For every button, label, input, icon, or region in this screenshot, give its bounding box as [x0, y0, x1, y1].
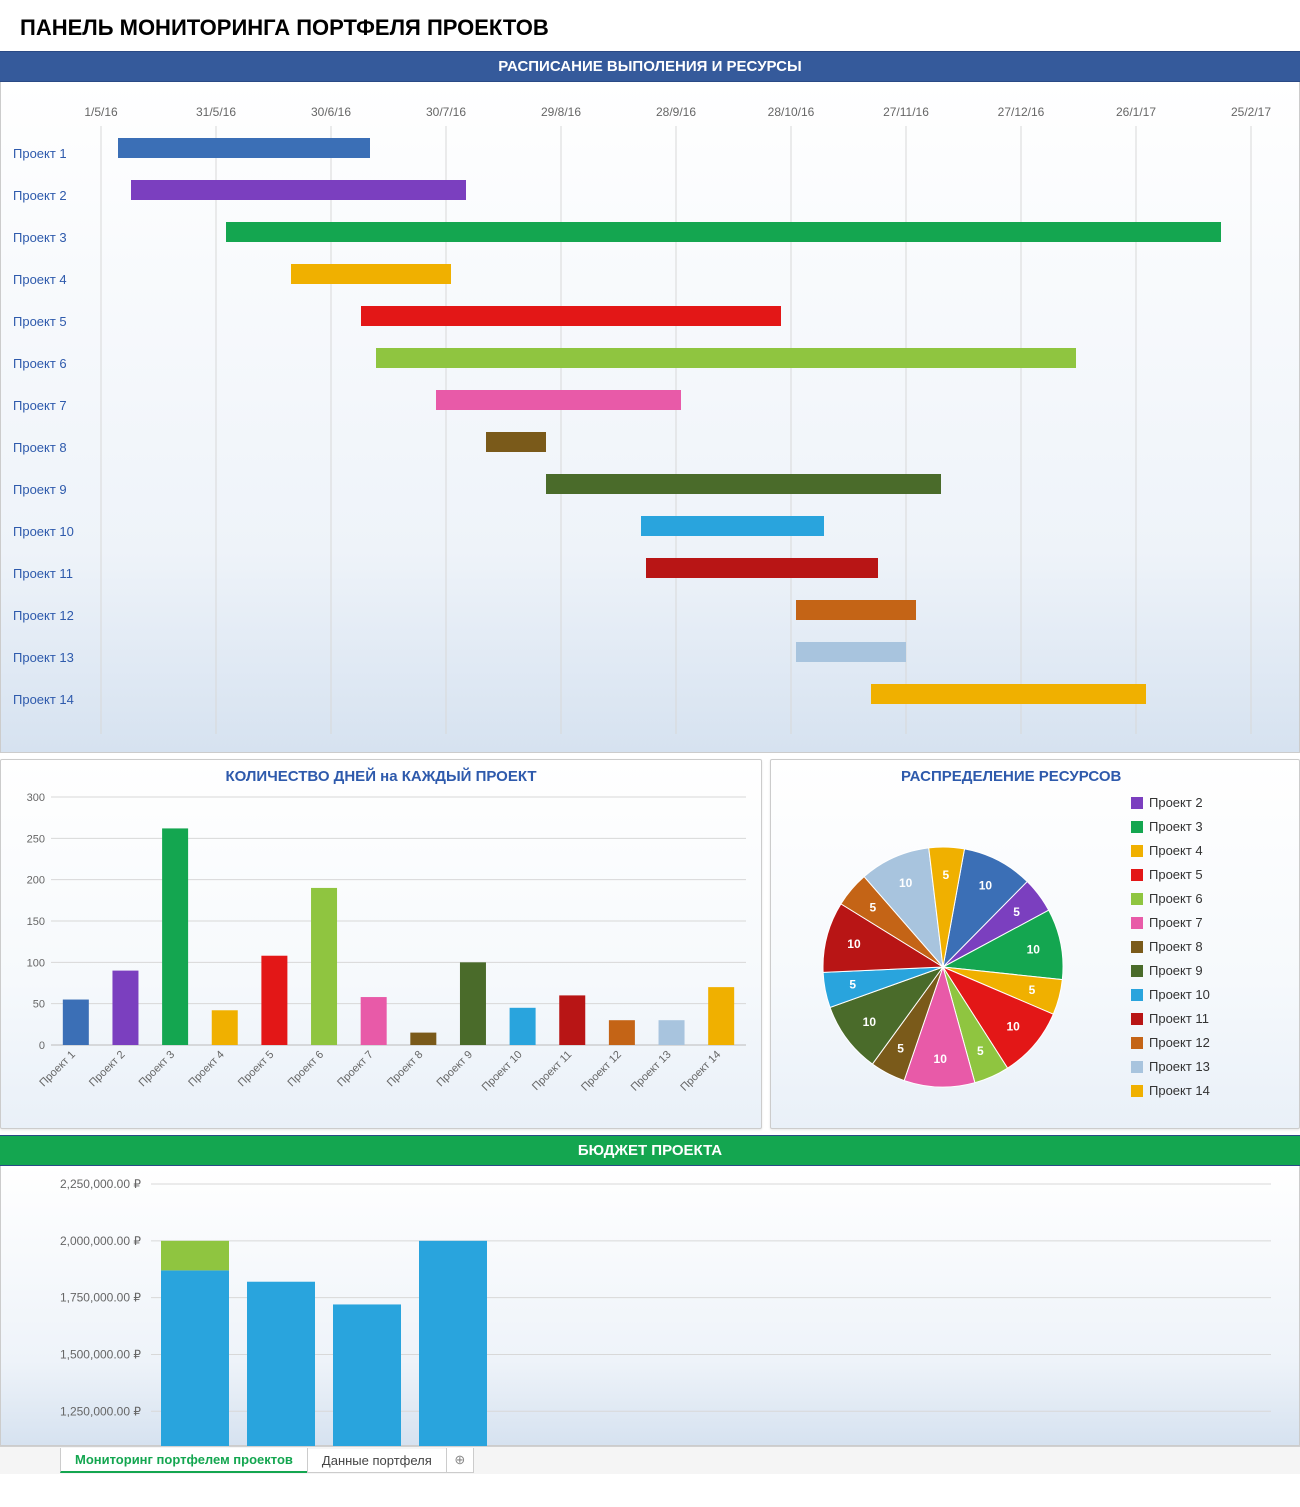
svg-text:Проект 14: Проект 14 — [678, 1049, 723, 1094]
schedule-section-header: РАСПИСАНИЕ ВЫПОЛЕНИЯ И РЕСУРСЫ — [0, 51, 1300, 82]
svg-text:Проект 5: Проект 5 — [236, 1049, 277, 1090]
svg-text:1/5/16: 1/5/16 — [84, 105, 118, 119]
sheet-tabs: Мониторинг портфелем проектов Данные пор… — [0, 1446, 1300, 1474]
svg-text:Проект 2: Проект 2 — [13, 188, 67, 203]
svg-text:2,250,000.00 ₽: 2,250,000.00 ₽ — [60, 1177, 141, 1191]
budget-bar-chart: 2,250,000.00 ₽ 2,000,000.00 ₽ 1,750,000.00… — [1, 1166, 1299, 1446]
svg-text:Проект 5: Проект 5 — [13, 314, 67, 329]
svg-text:31/5/16: 31/5/16 — [196, 105, 236, 119]
budget-section-header: БЮДЖЕТ ПРОЕКТА — [0, 1135, 1300, 1166]
svg-text:Проект 7: Проект 7 — [335, 1049, 376, 1090]
svg-text:5: 5 — [870, 900, 877, 914]
resources-panel: РАСПРЕДЕЛЕНИЕ РЕСУРСОВ 10 5 10 5 10 5 10 5 10 5 10… — [770, 759, 1300, 1129]
svg-text:10: 10 — [1027, 942, 1041, 956]
svg-text:Проект 2: Проект 2 — [1149, 795, 1203, 810]
svg-text:5: 5 — [849, 978, 856, 992]
svg-text:Проект 11: Проект 11 — [1149, 1011, 1209, 1026]
svg-text:Проект 10: Проект 10 — [480, 1049, 525, 1094]
svg-text:Проект 11: Проект 11 — [530, 1049, 574, 1093]
svg-text:Проект 9: Проект 9 — [434, 1049, 475, 1090]
svg-text:10: 10 — [979, 878, 993, 892]
svg-text:1,750,000.00 ₽: 1,750,000.00 ₽ — [60, 1291, 141, 1305]
svg-text:Проект 7: Проект 7 — [1149, 915, 1203, 930]
svg-text:25/2/17: 25/2/17 — [1231, 105, 1271, 119]
svg-text:250: 250 — [27, 833, 45, 845]
gantt-panel: 1/5/16 31/5/16 30/6/16 30/7/16 29/8/16 28/9/1… — [0, 82, 1300, 753]
svg-text:Проект 8: Проект 8 — [13, 440, 67, 455]
svg-text:Проект 10: Проект 10 — [13, 524, 74, 539]
svg-text:Проект 12: Проект 12 — [13, 608, 74, 623]
svg-text:2,000,000.00 ₽: 2,000,000.00 ₽ — [60, 1234, 141, 1248]
svg-text:Проект 10: Проект 10 — [1149, 987, 1210, 1002]
svg-text:Проект 6: Проект 6 — [13, 356, 67, 371]
gantt-chart: 1/5/16 31/5/16 30/6/16 30/7/16 29/8/16 28/9/1… — [1, 94, 1299, 734]
days-bar-chart: 050100150200250300Проект 1Проект 2Проект… — [1, 789, 761, 1124]
svg-text:29/8/16: 29/8/16 — [541, 105, 581, 119]
svg-text:Проект 3: Проект 3 — [137, 1049, 178, 1090]
svg-text:Проект 4: Проект 4 — [13, 272, 67, 287]
svg-text:Проект 3: Проект 3 — [1149, 819, 1203, 834]
resources-chart-title: РАСПРЕДЕЛЕНИЕ РЕСУРСОВ — [871, 760, 1299, 789]
svg-text:Проект 4: Проект 4 — [1149, 843, 1203, 858]
svg-text:Проект 6: Проект 6 — [286, 1049, 327, 1090]
svg-text:Проект 2: Проект 2 — [87, 1049, 128, 1090]
svg-text:Проект 6: Проект 6 — [1149, 891, 1203, 906]
svg-text:10: 10 — [863, 1015, 877, 1029]
svg-text:30/7/16: 30/7/16 — [426, 105, 466, 119]
svg-text:28/10/16: 28/10/16 — [768, 105, 815, 119]
svg-text:Проект 5: Проект 5 — [1149, 867, 1203, 882]
svg-text:Проект 12: Проект 12 — [579, 1049, 624, 1094]
svg-text:300: 300 — [27, 792, 45, 804]
svg-text:Проект 9: Проект 9 — [1149, 963, 1203, 978]
svg-text:Проект 1: Проект 1 — [13, 146, 67, 161]
svg-text:Проект 11: Проект 11 — [13, 566, 73, 581]
svg-text:Проект 14: Проект 14 — [1149, 1083, 1210, 1098]
svg-text:27/11/16: 27/11/16 — [883, 105, 929, 119]
svg-text:Проект 8: Проект 8 — [1149, 939, 1203, 954]
resources-pie-chart: 105105105105105105105Проект 1Проект 2Про… — [771, 789, 1297, 1124]
svg-text:Проект 13: Проект 13 — [1149, 1059, 1210, 1074]
svg-text:Проект 14: Проект 14 — [13, 692, 74, 707]
svg-text:200: 200 — [27, 875, 45, 887]
svg-text:0: 0 — [39, 1040, 45, 1052]
days-chart-title: КОЛИЧЕСТВО ДНЕЙ на КАЖДЫЙ ПРОЕКТ — [1, 760, 761, 789]
svg-text:5: 5 — [977, 1044, 984, 1058]
page-title: ПАНЕЛЬ МОНИТОРИНГА ПОРТФЕЛЯ ПРОЕКТОВ — [0, 0, 1300, 51]
svg-text:10: 10 — [934, 1052, 948, 1066]
svg-text:26/1/17: 26/1/17 — [1116, 105, 1156, 119]
svg-text:Проект 4: Проект 4 — [186, 1049, 227, 1090]
svg-text:Проект 12: Проект 12 — [1149, 1035, 1210, 1050]
svg-text:150: 150 — [27, 916, 45, 928]
svg-text:27/12/16: 27/12/16 — [998, 105, 1045, 119]
svg-text:1,250,000.00 ₽: 1,250,000.00 ₽ — [60, 1404, 141, 1418]
budget-panel: 2,250,000.00 ₽ 2,000,000.00 ₽ 1,750,000.00… — [0, 1166, 1300, 1446]
svg-text:10: 10 — [899, 876, 913, 890]
svg-text:Проект 13: Проект 13 — [629, 1049, 674, 1094]
svg-text:5: 5 — [942, 868, 949, 882]
svg-text:30/6/16: 30/6/16 — [311, 105, 351, 119]
svg-text:50: 50 — [33, 999, 45, 1011]
svg-text:5: 5 — [1013, 905, 1020, 919]
svg-text:Проект 9: Проект 9 — [13, 482, 67, 497]
svg-text:1,500,000.00 ₽: 1,500,000.00 ₽ — [60, 1347, 141, 1361]
days-panel: КОЛИЧЕСТВО ДНЕЙ на КАЖДЫЙ ПРОЕКТ 0 50 100 1… — [0, 759, 762, 1129]
tab-add-button[interactable]: ⊕ — [446, 1448, 474, 1473]
svg-text:5: 5 — [1029, 983, 1036, 997]
svg-text:100: 100 — [27, 957, 45, 969]
svg-text:5: 5 — [897, 1042, 904, 1056]
svg-text:28/9/16: 28/9/16 — [656, 105, 696, 119]
svg-text:10: 10 — [1006, 1020, 1020, 1034]
tab-portfolio-data[interactable]: Данные портфеля — [307, 1449, 447, 1473]
svg-text:Проект 7: Проект 7 — [13, 398, 67, 413]
tab-monitoring[interactable]: Мониторинг портфелем проектов — [60, 1448, 308, 1473]
svg-text:Проект 8: Проект 8 — [385, 1049, 426, 1090]
svg-text:Проект 3: Проект 3 — [13, 230, 67, 245]
svg-text:10: 10 — [847, 937, 861, 951]
svg-text:Проект 13: Проект 13 — [13, 650, 74, 665]
svg-text:Проект 1: Проект 1 — [37, 1049, 78, 1090]
